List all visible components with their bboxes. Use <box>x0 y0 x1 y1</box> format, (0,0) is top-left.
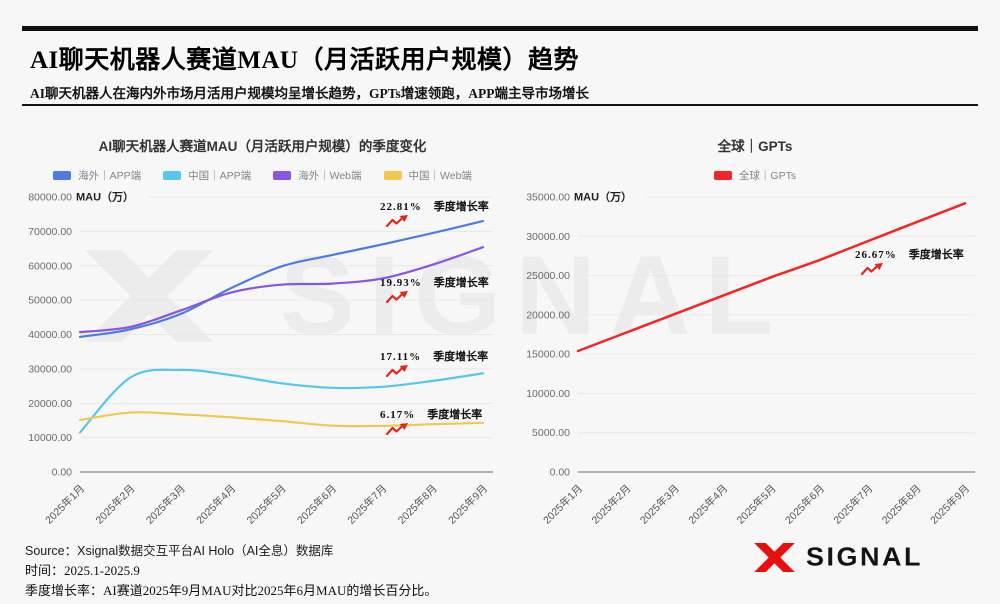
growth-annotation-overseas-app: 22.81% 季度增长率 <box>380 198 489 228</box>
svg-text:5000.00: 5000.00 <box>532 427 570 439</box>
svg-text:10000.00: 10000.00 <box>526 388 570 400</box>
svg-text:80000.00: 80000.00 <box>28 192 72 204</box>
svg-text:20000.00: 20000.00 <box>28 398 72 410</box>
svg-text:40000.00: 40000.00 <box>28 329 72 341</box>
svg-text:2025年3月: 2025年3月 <box>143 482 188 527</box>
zigzag-up-arrow-icon <box>385 423 408 436</box>
svg-text:2025年9月: 2025年9月 <box>927 482 972 527</box>
svg-text:35000.00: 35000.00 <box>526 192 570 204</box>
legend-swatch <box>273 171 292 180</box>
legend-label: 中国｜APP端 <box>188 170 252 182</box>
svg-text:2025年2月: 2025年2月 <box>93 482 138 527</box>
footer-source: Source：Xsignal数据交互平台AI Holo（AI全息）数据库 <box>25 544 334 558</box>
left-chart-title: AI聊天机器人赛道MAU（月活跃用户规模）的季度变化 <box>98 139 427 154</box>
svg-text:70000.00: 70000.00 <box>28 226 72 238</box>
zigzag-up-arrow-icon <box>385 365 408 378</box>
legend-swatch <box>163 171 182 180</box>
svg-text:50000.00: 50000.00 <box>28 295 72 307</box>
right-chart-legend: 全球｜GPTs <box>515 168 995 183</box>
legend-swatch <box>53 171 72 180</box>
legend-label: 海外｜APP端 <box>78 170 142 182</box>
growth-annotation-china-web: 6.17% 季度增长率 <box>380 406 482 436</box>
growth-annotation-china-app: 17.11% 季度增长率 <box>380 348 488 378</box>
svg-text:20000.00: 20000.00 <box>526 309 570 321</box>
growth-percent: 6.17% <box>380 409 416 421</box>
svg-text:2025年7月: 2025年7月 <box>345 482 390 527</box>
right-chart-title: 全球｜GPTs <box>717 139 793 154</box>
header-bottom-rule <box>22 104 978 106</box>
svg-text:2025年8月: 2025年8月 <box>879 482 924 527</box>
footer-time: 时间：2025.1-2025.9 <box>25 563 140 578</box>
svg-text:2025年8月: 2025年8月 <box>395 482 440 527</box>
legend-item-overseas-app: 海外｜APP端 <box>53 168 141 183</box>
zigzag-up-arrow-icon <box>385 291 408 304</box>
growth-label: 季度增长率 <box>433 201 489 213</box>
svg-text:2025年4月: 2025年4月 <box>686 482 731 527</box>
gpts-line-chart: 0.00 5000.00 10000.00 15000.00 20000.00 25000… <box>526 191 975 527</box>
legend-item-china-web: 中国｜Web端 <box>383 168 472 183</box>
legend-swatch <box>713 171 732 180</box>
svg-text:2025年5月: 2025年5月 <box>244 482 289 527</box>
svg-text:0.00: 0.00 <box>52 467 73 479</box>
svg-text:2025年4月: 2025年4月 <box>194 482 239 527</box>
growth-percent: 22.81% <box>380 201 422 213</box>
svg-text:15000.00: 15000.00 <box>526 349 570 361</box>
svg-text:2025年7月: 2025年7月 <box>831 482 876 527</box>
growth-annotation-gpts: 26.67% 季度增长率 <box>855 246 964 276</box>
svg-text:0.00: 0.00 <box>550 467 571 479</box>
xsignal-logo: SIGNAL <box>752 543 923 572</box>
growth-annotation-overseas-web: 19.93% 季度增长率 <box>380 274 489 304</box>
page-subtitle: AI聊天机器人在海内外市场月活用户规模均呈增长趋势，GPTs增速领跑，APP端主… <box>30 86 590 101</box>
legend-swatch <box>383 171 402 180</box>
growth-label: 季度增长率 <box>427 409 483 421</box>
svg-text:MAU（万）: MAU（万） <box>76 191 134 204</box>
growth-label: 季度增长率 <box>908 249 964 261</box>
svg-text:60000.00: 60000.00 <box>28 260 72 272</box>
legend-item-global-gpts: 全球｜GPTs <box>713 168 797 183</box>
zigzag-up-arrow-icon <box>860 263 883 276</box>
svg-text:30000.00: 30000.00 <box>28 363 72 375</box>
growth-percent: 17.11% <box>380 351 422 363</box>
svg-text:30000.00: 30000.00 <box>526 231 570 243</box>
svg-text:2025年6月: 2025年6月 <box>782 482 827 527</box>
footer-note: 季度增长率：AI赛道2025年9月MAU对比2025年6月MAU的增长百分比。 <box>25 583 438 598</box>
svg-text:2025年5月: 2025年5月 <box>734 482 779 527</box>
svg-text:2025年9月: 2025年9月 <box>445 482 490 527</box>
header-top-rule <box>22 26 978 31</box>
legend-item-china-app: 中国｜APP端 <box>163 168 251 183</box>
page-title: AI聊天机器人赛道MAU（月活跃用户规模）趋势 <box>30 47 579 74</box>
logo-text: SIGNAL <box>806 542 924 572</box>
svg-text:2025年2月: 2025年2月 <box>589 482 634 527</box>
svg-text:MAU（万）: MAU（万） <box>574 191 632 204</box>
growth-label: 季度增长率 <box>433 351 489 363</box>
svg-text:2025年6月: 2025年6月 <box>294 482 339 527</box>
growth-label: 季度增长率 <box>433 277 489 289</box>
x-logo-icon <box>754 543 795 572</box>
growth-percent: 26.67% <box>855 249 897 261</box>
legend-label: 中国｜Web端 <box>408 170 472 182</box>
legend-label: 海外｜Web端 <box>298 170 362 182</box>
svg-text:2025年1月: 2025年1月 <box>42 482 87 527</box>
svg-text:2025年3月: 2025年3月 <box>637 482 682 527</box>
left-chart-legend: 海外｜APP端 中国｜APP端 海外｜Web端 中国｜Web端 <box>25 168 500 183</box>
growth-percent: 19.93% <box>380 277 422 289</box>
svg-text:2025年1月: 2025年1月 <box>540 482 585 527</box>
legend-label: 全球｜GPTs <box>738 170 797 182</box>
mau-quarterly-line-chart: 0.00 10000.00 20000.00 30000.00 40000.00 5000… <box>28 191 493 527</box>
svg-text:10000.00: 10000.00 <box>28 432 72 444</box>
legend-item-overseas-web: 海外｜Web端 <box>273 168 362 183</box>
zigzag-up-arrow-icon <box>385 215 408 228</box>
svg-text:25000.00: 25000.00 <box>526 270 570 282</box>
